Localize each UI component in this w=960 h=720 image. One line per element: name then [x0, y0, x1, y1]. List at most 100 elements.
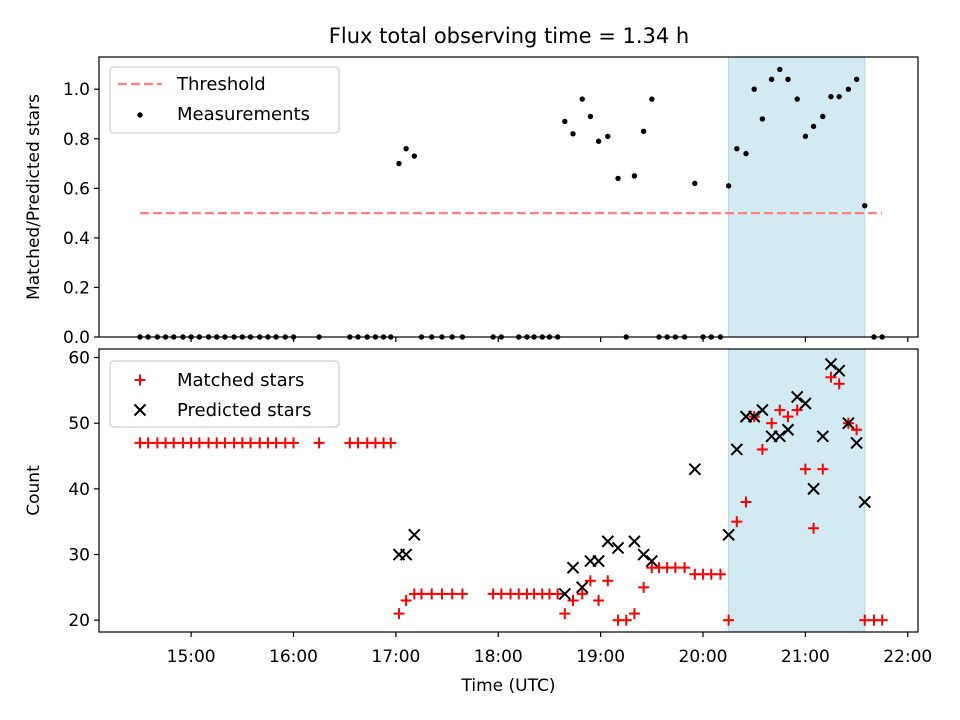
top-axes-frame — [98, 56, 919, 338]
matched-point-42 — [552, 588, 564, 600]
measurement-point-44 — [579, 96, 585, 102]
xtick-label-0: 15:00 — [167, 647, 216, 667]
matched-point-29 — [415, 588, 427, 600]
predicted-point-4 — [566, 561, 580, 574]
measurement-point-68 — [785, 76, 791, 83]
predicted-point-30 — [858, 495, 871, 509]
predicted-point-10 — [628, 535, 641, 548]
top-shaded-interval — [728, 56, 866, 338]
matched-point-46 — [584, 575, 596, 587]
bottom-y-ticks: 20 30 40 50 60 — [68, 349, 99, 631]
measurement-point-43 — [570, 131, 576, 137]
matched-point-18 — [288, 437, 300, 449]
measurement-point-51 — [640, 128, 647, 135]
matched-point-32 — [446, 588, 458, 600]
matched-point-78 — [859, 614, 871, 626]
matched-point-50 — [620, 614, 632, 626]
matched-point-30 — [426, 588, 438, 600]
measurement-point-46 — [595, 138, 602, 144]
matched-point-10 — [219, 437, 231, 449]
matched-point-72 — [808, 522, 820, 534]
predicted-point-28 — [842, 416, 855, 430]
measurement-point-45 — [587, 113, 594, 120]
top-legend: Threshold Measurements — [109, 66, 340, 134]
matched-legend-label: Matched stars — [177, 370, 304, 391]
measurement-point-27 — [403, 145, 409, 152]
matched-point-27 — [400, 594, 412, 606]
predicted-point-21 — [781, 423, 795, 436]
bottom-axes-frame — [98, 348, 919, 633]
top-panel: 0.0 0.2 0.4 0.6 0.8 1.0 Matched/Predicted sta… — [24, 56, 919, 348]
matched-point-44 — [567, 594, 579, 606]
matched-point-33 — [456, 588, 468, 600]
matched-point-45 — [576, 588, 588, 600]
predicted-point-27 — [832, 364, 846, 377]
measurement-point-74 — [836, 93, 842, 100]
predicted-point-22 — [790, 390, 804, 404]
predicted-legend-label: Predicted stars — [177, 400, 311, 421]
measurement-point-50 — [631, 173, 638, 179]
top-ytick-label-5: 1.0 — [63, 80, 90, 100]
matched-point-67 — [766, 417, 778, 429]
measurement-point-42 — [562, 118, 568, 125]
xtick-label-3: 18:00 — [474, 647, 523, 667]
measurement-point-72 — [820, 113, 826, 120]
predicted-legend-marker — [133, 403, 147, 417]
bot-ytick-label-0: 20 — [68, 611, 90, 631]
measurement-point-61 — [725, 183, 732, 189]
matched-point-75 — [833, 378, 845, 390]
top-x-ticks — [190, 337, 909, 342]
matched-point-60 — [705, 568, 717, 580]
xtick-label-2: 17:00 — [371, 647, 420, 667]
measurement-point-48 — [615, 175, 621, 182]
measurement-point-76 — [853, 76, 860, 83]
bottom-x-ticks: 15:00 16:00 17:00 18:00 19:00 20:00 21:00 22:00 — [167, 632, 932, 667]
matched-point-71 — [799, 463, 811, 475]
predicted-point-20 — [773, 430, 787, 443]
matched-point-31 — [436, 588, 448, 600]
predicted-point-7 — [592, 554, 605, 568]
xtick-label-6: 21:00 — [781, 647, 830, 667]
matched-point-48 — [602, 575, 614, 587]
matched-point-62 — [723, 614, 735, 626]
predicted-point-15 — [730, 443, 744, 456]
top-ytick-label-1: 0.2 — [63, 278, 90, 298]
predicted-point-17 — [747, 410, 761, 423]
measurement-point-52 — [649, 96, 655, 102]
predicted-point-14 — [722, 528, 735, 542]
matched-point-26 — [393, 608, 405, 620]
predicted-point-29 — [850, 436, 863, 450]
matched-point-61 — [714, 568, 726, 580]
measurement-point-64 — [751, 86, 757, 92]
top-legend-box — [109, 66, 340, 134]
bot-ytick-label-4: 60 — [68, 349, 90, 369]
x-axis-label: Time (UTC) — [461, 676, 556, 696]
bot-ytick-label-1: 30 — [68, 546, 90, 566]
measurement-point-73 — [828, 93, 834, 100]
matched-point-66 — [756, 443, 768, 455]
predicted-point-23 — [799, 397, 812, 410]
bottom-shaded-interval — [728, 348, 866, 633]
measurement-legend-label: Measurements — [177, 104, 310, 125]
measurement-point-69 — [794, 96, 800, 102]
matched-point-51 — [628, 608, 640, 620]
matched-point-1 — [142, 437, 154, 449]
measurement-point-66 — [768, 76, 775, 83]
matched-point-19 — [313, 437, 325, 449]
predicted-point-25 — [816, 430, 829, 443]
matched-point-52 — [638, 581, 650, 593]
top-ytick-label-2: 0.4 — [63, 229, 90, 249]
predicted-point-3 — [558, 587, 572, 601]
predicted-star-points — [392, 357, 871, 601]
predicted-point-2 — [408, 528, 421, 542]
predicted-point-24 — [807, 482, 820, 496]
measurement-point-26 — [396, 160, 402, 167]
matched-point-13 — [245, 437, 257, 449]
measurement-point-65 — [759, 116, 766, 122]
predicted-point-5 — [576, 581, 589, 594]
matched-star-points — [134, 371, 888, 626]
top-y-ticks: 0.0 0.2 0.4 0.6 0.8 1.0 — [63, 80, 99, 348]
predicted-point-18 — [756, 403, 769, 417]
matched-legend-marker — [134, 374, 146, 386]
